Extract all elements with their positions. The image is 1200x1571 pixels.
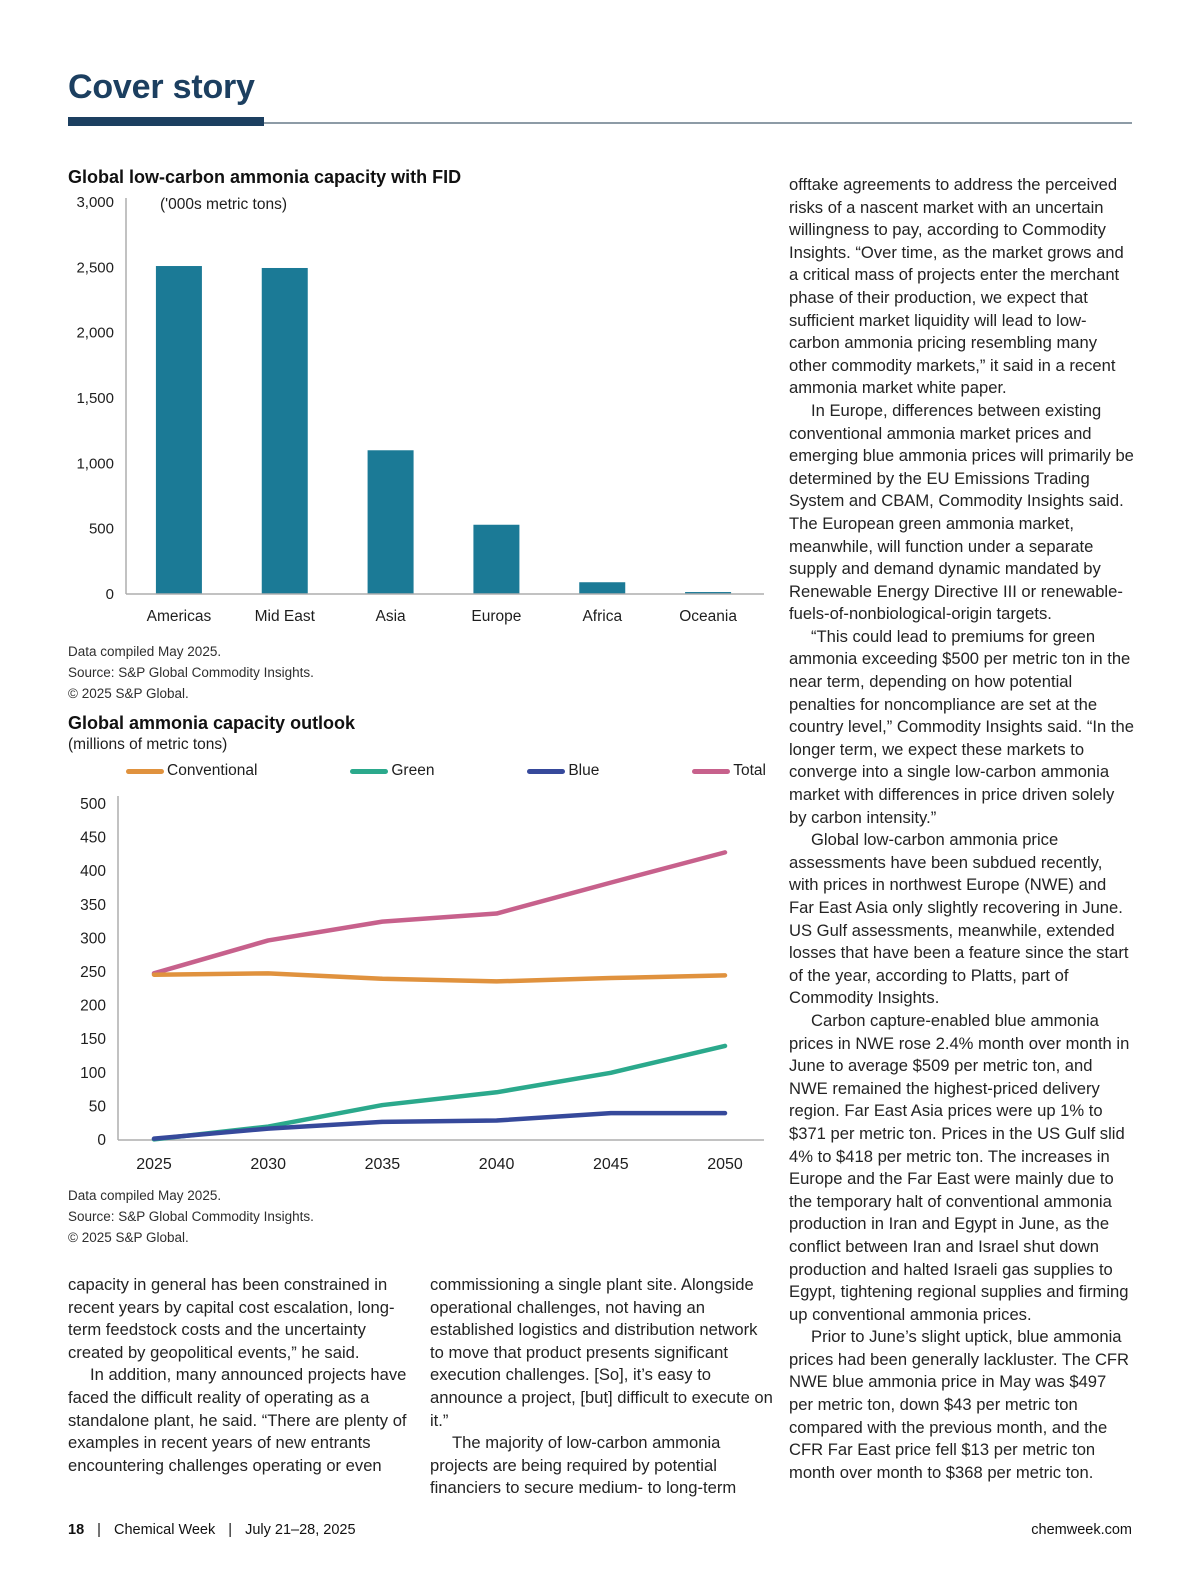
legend-swatch-conventional xyxy=(126,768,164,774)
footer-date-range: July 21–28, 2025 xyxy=(245,1522,356,1538)
paragraph: In addition, many announced projects hav… xyxy=(68,1365,407,1475)
svg-text:450: 450 xyxy=(80,830,106,847)
svg-text:Mid East: Mid East xyxy=(255,608,316,625)
source-line: Data compiled May 2025. xyxy=(68,644,222,659)
svg-text:2,500: 2,500 xyxy=(76,259,114,276)
source-line: © 2025 S&P Global. xyxy=(68,686,189,701)
footer-separator: | xyxy=(228,1522,233,1538)
legend-item-total: Total xyxy=(692,762,766,780)
svg-text:2045: 2045 xyxy=(593,1156,629,1173)
footer-separator: | xyxy=(97,1522,101,1538)
section-title: Cover story xyxy=(68,68,255,106)
paragraph: “This could lead to premiums for green a… xyxy=(789,626,1134,827)
legend-item-green: Green xyxy=(350,762,434,780)
source-line: Source: S&P Global Commodity Insights. xyxy=(68,665,314,680)
svg-text:2030: 2030 xyxy=(250,1156,286,1173)
paragraph: In Europe, differences between existing … xyxy=(789,400,1134,624)
header-rule xyxy=(68,117,1132,126)
svg-text:2025: 2025 xyxy=(136,1156,172,1173)
source-line: © 2025 S&P Global. xyxy=(68,1230,189,1245)
svg-text:1,500: 1,500 xyxy=(76,390,114,407)
legend-item-conventional: Conventional xyxy=(126,762,257,780)
legend-swatch-blue xyxy=(527,768,566,774)
paragraph: Prior to June’s slight uptick, blue ammo… xyxy=(789,1327,1130,1482)
svg-text:500: 500 xyxy=(89,521,114,538)
article-column-right: offtake agreements to address the percei… xyxy=(789,174,1134,1484)
legend-label: Blue xyxy=(568,762,600,779)
svg-text:350: 350 xyxy=(80,897,106,914)
bar-chart-section: Global low-carbon ammonia capacity with … xyxy=(68,166,768,641)
svg-text:2,000: 2,000 xyxy=(76,325,114,342)
source-line: Source: S&P Global Commodity Insights. xyxy=(68,1209,314,1224)
paragraph: capacity in general has been constrained… xyxy=(68,1275,395,1362)
line-chart-source: Data compiled May 2025. Source: S&P Glob… xyxy=(68,1185,314,1248)
svg-text:150: 150 xyxy=(80,1031,106,1048)
svg-text:50: 50 xyxy=(89,1098,107,1115)
svg-text:Oceania: Oceania xyxy=(679,608,737,625)
bar-chart-title: Global low-carbon ammonia capacity with … xyxy=(68,167,462,187)
line-chart-unit-label: (millions of metric tons) xyxy=(68,736,228,753)
svg-text:Asia: Asia xyxy=(376,608,407,625)
footer-website: chemweek.com xyxy=(1031,1522,1132,1538)
article-column-left: capacity in general has been constrained… xyxy=(68,1274,418,1477)
svg-text:2040: 2040 xyxy=(479,1156,515,1173)
legend-label: Conventional xyxy=(167,762,258,779)
svg-text:2035: 2035 xyxy=(365,1156,401,1173)
svg-text:200: 200 xyxy=(80,998,106,1015)
line-chart-title: Global ammonia capacity outlook xyxy=(68,713,356,733)
svg-text:0: 0 xyxy=(106,586,114,603)
svg-text:300: 300 xyxy=(80,930,106,947)
svg-text:500: 500 xyxy=(80,796,106,813)
header-rule-thin xyxy=(68,122,1132,124)
svg-text:400: 400 xyxy=(80,863,106,880)
svg-text:Africa: Africa xyxy=(582,608,622,625)
footer-left: 18 | Chemical Week | July 21–28, 2025 xyxy=(68,1522,356,1538)
line-chart: 0 50 100 150 200 250 300 350 400 450 500 2025 2030 20… xyxy=(68,782,768,1187)
line-chart-section: Global ammonia capacity outlook (million… xyxy=(68,712,768,1187)
bar-chart-source: Data compiled May 2025. Source: S&P Glob… xyxy=(68,641,314,704)
svg-text:Americas: Americas xyxy=(147,608,212,625)
paragraph: The majority of low-carbon ammonia proje… xyxy=(430,1433,737,1498)
footer-magazine-name: Chemical Week xyxy=(113,1522,216,1538)
footer-page-number: 18 xyxy=(68,1522,85,1538)
legend-swatch-green xyxy=(350,768,389,774)
article-column-middle: commissioning a single plant site. Along… xyxy=(430,1274,775,1500)
svg-text:Europe: Europe xyxy=(471,608,521,625)
svg-text:1,000: 1,000 xyxy=(76,455,114,472)
legend-label: Green xyxy=(391,762,435,779)
svg-text:3,000: 3,000 xyxy=(76,194,114,211)
svg-text:100: 100 xyxy=(80,1065,106,1082)
svg-text:2050: 2050 xyxy=(707,1156,743,1173)
source-line: Data compiled May 2025. xyxy=(68,1188,222,1203)
header-rule-thick xyxy=(68,117,264,126)
paragraph: Global low-carbon ammonia price assessme… xyxy=(789,830,1129,1008)
paragraph: offtake agreements to address the percei… xyxy=(789,175,1124,398)
line-chart-legend: Conventional Green Blue Total xyxy=(126,762,766,780)
bar-chart-unit-label: ('000s metric tons) xyxy=(160,196,287,213)
svg-text:0: 0 xyxy=(97,1132,106,1149)
bar-chart: ('000s metric tons) 0 500 1,000 1,500 2,000 2… xyxy=(68,188,768,641)
paragraph: commissioning a single plant site. Along… xyxy=(430,1275,773,1430)
paragraph: Carbon capture-enabled blue ammonia pric… xyxy=(789,1010,1130,1324)
legend-label: Total xyxy=(733,762,766,779)
legend-item-blue: Blue xyxy=(527,762,599,780)
svg-text:250: 250 xyxy=(80,964,106,981)
legend-swatch-total xyxy=(692,768,731,774)
